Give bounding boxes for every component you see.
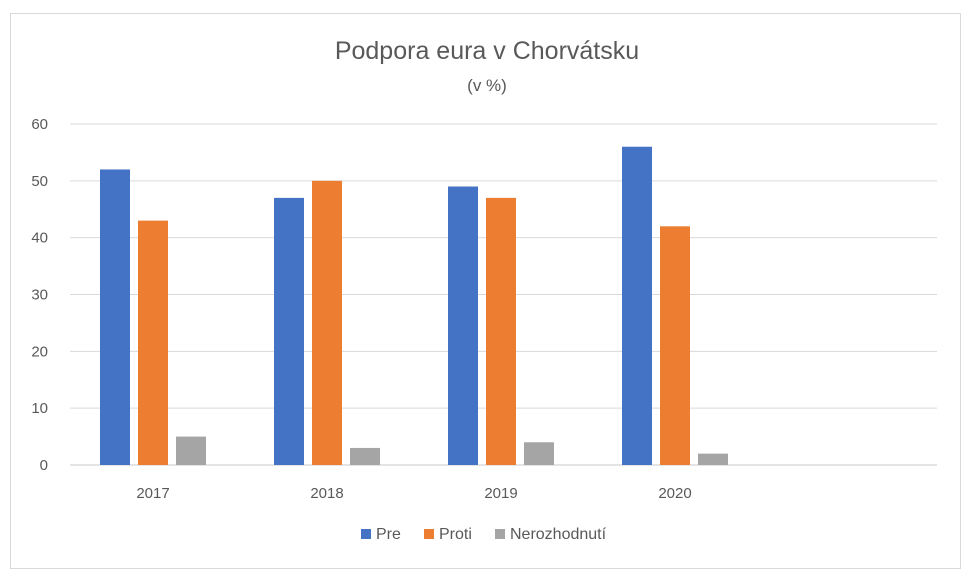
legend-label: Proti bbox=[439, 526, 472, 543]
y-tick-label: 20 bbox=[31, 343, 48, 360]
x-tick-label: 2019 bbox=[484, 485, 517, 502]
bars bbox=[100, 146, 728, 466]
y-tick-label: 30 bbox=[31, 287, 48, 304]
y-tick-label: 60 bbox=[31, 116, 48, 133]
legend-swatch-proti bbox=[424, 529, 434, 539]
bar-nerozhodnutí-2018 bbox=[350, 447, 380, 465]
legend-label: Pre bbox=[376, 526, 401, 543]
bar-nerozhodnutí-2020 bbox=[698, 453, 728, 465]
bar-pre-2019 bbox=[448, 186, 478, 465]
x-tick-label: 2020 bbox=[658, 485, 691, 502]
x-tick-label: 2018 bbox=[310, 485, 343, 502]
bar-proti-2019 bbox=[486, 197, 516, 465]
bar-pre-2018 bbox=[274, 197, 304, 465]
bar-nerozhodnutí-2019 bbox=[524, 442, 554, 465]
x-tick-label: 2017 bbox=[136, 485, 169, 502]
bar-pre-2017 bbox=[100, 169, 130, 465]
y-tick-label: 50 bbox=[31, 173, 48, 190]
y-tick-label: 40 bbox=[31, 230, 48, 247]
x-axis-tick-labels: 2017 2018 2019 2020 bbox=[136, 485, 691, 502]
legend: Pre Proti Nerozhodnutí bbox=[361, 526, 607, 543]
chart-title: Podpora eura v Chorvátsku bbox=[335, 37, 639, 65]
y-tick-label: 10 bbox=[31, 400, 48, 417]
legend-swatch-pre bbox=[361, 529, 371, 539]
legend-label: Nerozhodnutí bbox=[510, 526, 607, 543]
bar-proti-2018 bbox=[312, 180, 342, 466]
chart-frame bbox=[10, 13, 961, 569]
legend-swatch-nerozhodnutí bbox=[495, 529, 505, 539]
chart-subtitle: (v %) bbox=[467, 76, 507, 95]
y-tick-label: 0 bbox=[40, 457, 48, 474]
bar-proti-2020 bbox=[660, 226, 690, 465]
y-axis-tick-labels: 0 10 20 30 40 50 60 bbox=[31, 116, 48, 474]
bar-proti-2017 bbox=[138, 220, 168, 465]
bar-pre-2020 bbox=[622, 146, 652, 465]
bar-nerozhodnutí-2017 bbox=[176, 436, 206, 465]
